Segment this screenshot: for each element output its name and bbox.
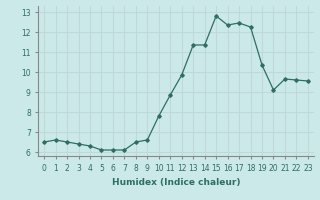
- X-axis label: Humidex (Indice chaleur): Humidex (Indice chaleur): [112, 178, 240, 187]
